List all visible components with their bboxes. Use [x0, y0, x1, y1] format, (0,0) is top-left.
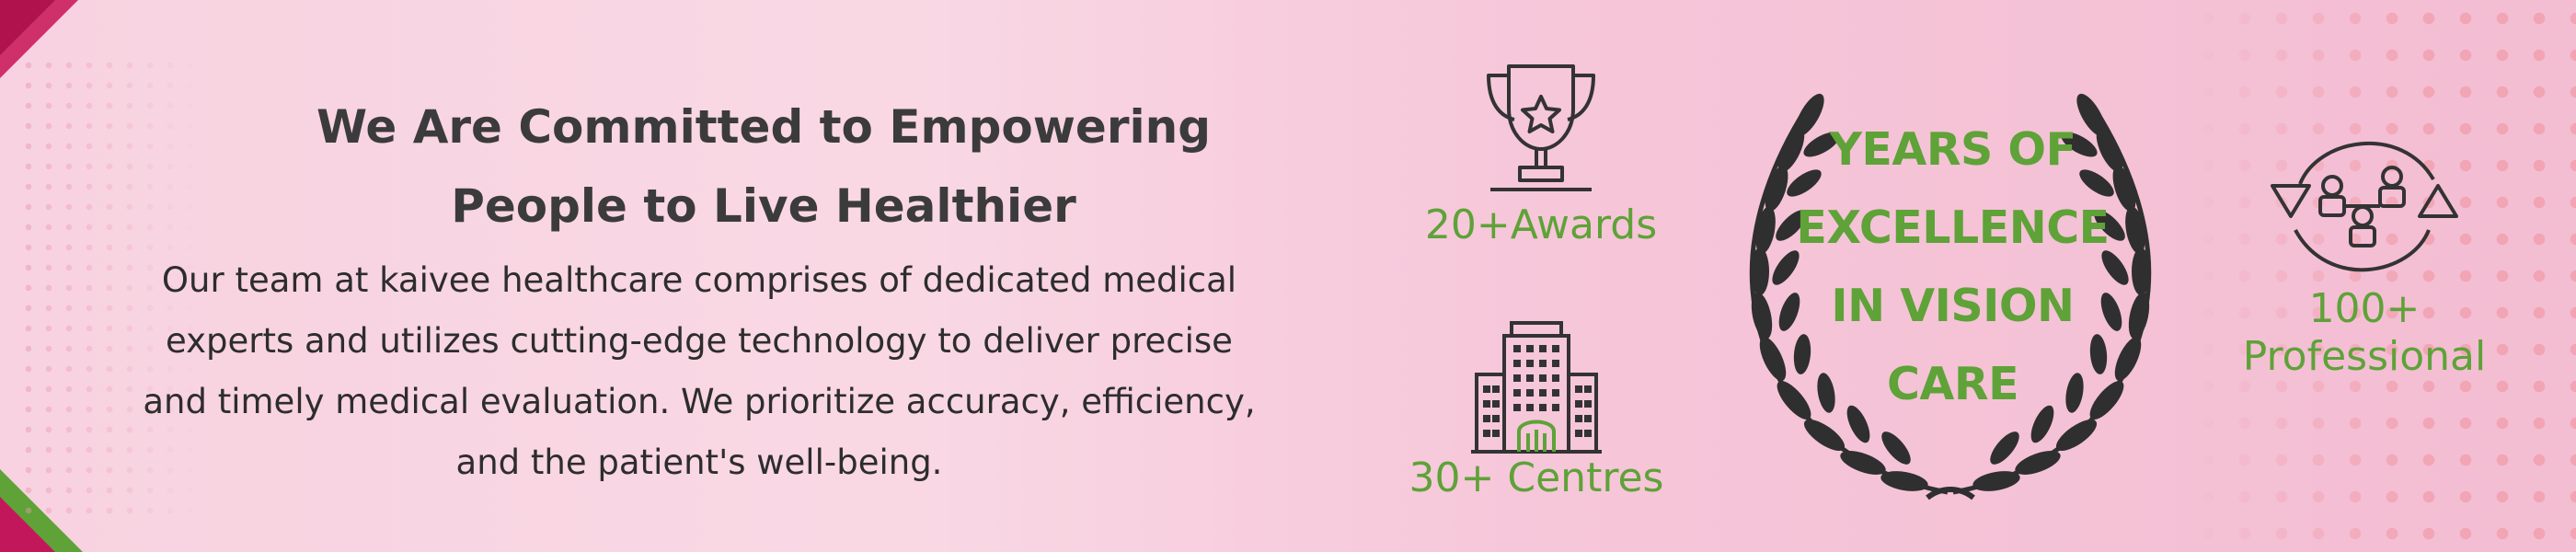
description-line: Our team at kaivee healthcare comprises …: [161, 260, 1237, 300]
decorative-dots-right: [2190, 0, 2576, 552]
awards-label: 20+Awards: [1424, 201, 1658, 248]
title-line-2: People to Live Healthier: [451, 179, 1076, 233]
building-icon: [1471, 321, 1602, 454]
team-cycle-icon: [2271, 141, 2458, 272]
centres-label: 30+ Centres: [1409, 454, 1664, 501]
laurel-wreath-icon: [1749, 93, 2152, 500]
excellence-line: EXCELLENCE: [1796, 201, 2110, 254]
decorative-dots-left: [18, 55, 202, 515]
excellence-line: YEARS OF: [1829, 123, 2076, 176]
stat-professionals: 100+ Professional: [2199, 129, 2530, 381]
excellence-line: IN VISION: [1831, 280, 2075, 332]
excellence-line: CARE: [1886, 358, 2019, 410]
professionals-label: Professional: [2242, 333, 2487, 380]
title-line-1: We Are Committed to Empowering: [316, 100, 1211, 154]
excellence-text: YEARS OF EXCELLENCE IN VISION CARE: [1762, 110, 2144, 423]
page-title: We Are Committed to Empowering People to…: [129, 87, 1398, 246]
description-line: and the patient's well-being.: [455, 443, 943, 482]
description-line: experts and utilizes cutting-edge techno…: [166, 321, 1233, 361]
stat-awards: 20+Awards: [1394, 55, 1688, 248]
trophy-icon: [1487, 64, 1595, 191]
description-text: Our team at kaivee healthcare comprises …: [87, 250, 1311, 493]
stat-centres: 30+ Centres: [1385, 317, 1688, 501]
description-line: and timely medical evaluation. We priori…: [143, 382, 1256, 421]
professionals-count: 100+: [2308, 285, 2421, 332]
